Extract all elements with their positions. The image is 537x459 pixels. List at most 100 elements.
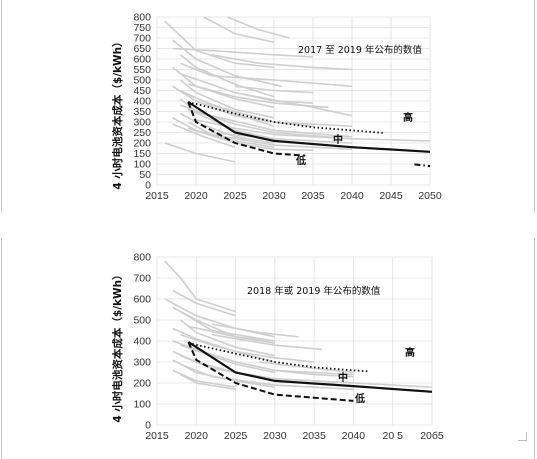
background-series-line	[172, 369, 236, 388]
highlight-series	[187, 101, 431, 168]
background-series	[164, 16, 431, 163]
background-series-line	[180, 104, 353, 138]
x-tick-label: 2015	[145, 430, 169, 442]
label-low: 低	[354, 392, 365, 405]
chart-annotation: 2017 至 2019 年公布的数值	[298, 44, 422, 56]
background-series-line	[180, 62, 353, 88]
y-tick-label: 400	[133, 96, 151, 108]
y-tick-label: 350	[133, 106, 151, 118]
label-high: 高	[403, 111, 413, 124]
label-mid: 中	[338, 371, 348, 384]
background-series-line	[180, 344, 276, 374]
x-tick-label: 2020	[184, 190, 208, 202]
background-series-line	[226, 16, 290, 39]
y-tick-label: 100	[133, 159, 151, 171]
background-series-line	[180, 333, 276, 363]
background-series-line	[172, 85, 353, 127]
highlight-series	[187, 341, 433, 402]
y-tick-labels: 0 100 200 300 400 500 600 700 800	[133, 252, 151, 432]
background-series-line	[164, 20, 275, 69]
background-series-line	[164, 260, 236, 313]
series-line	[187, 341, 354, 402]
y-tick-label: 800	[133, 12, 151, 24]
background-series-line	[203, 16, 275, 43]
series-line	[187, 101, 384, 134]
x-tick-labels: 2015 2020 2025 2030 2035 2040 20 5 20б5	[145, 430, 444, 442]
x-tick-labels: 2015 2020 2025 2030 2035 2040 2045 2050	[145, 190, 442, 202]
y-tick-label: 150	[133, 148, 151, 160]
x-tick-label: 2030	[263, 430, 287, 442]
x-tick-label: 2025	[223, 190, 247, 202]
background-series-line	[211, 333, 323, 351]
background-series-line	[211, 323, 299, 338]
y-tick-label: 50	[139, 169, 151, 181]
series-line	[187, 101, 306, 157]
background-series-line	[180, 310, 276, 342]
background-series-line	[259, 361, 354, 374]
background-series-line	[234, 91, 353, 117]
background-series-line	[188, 325, 275, 342]
frame-right-bottom	[534, 238, 535, 459]
grid-lines	[156, 256, 433, 426]
y-tick-label: 400	[133, 336, 151, 348]
x-tick-label: 2045	[379, 190, 403, 202]
series-line	[414, 163, 431, 168]
y-tick-label: 100	[133, 399, 151, 411]
background-series-line	[187, 121, 353, 151]
y-tick-label: 0	[145, 180, 151, 192]
background-series-line	[172, 66, 275, 109]
x-tick-label: 2050	[418, 190, 442, 202]
y-axis-label: 4 小时电池资本成本（$/kWh）	[111, 36, 124, 189]
frame-left-top	[1, 0, 2, 212]
background-series-line	[211, 54, 353, 71]
y-tick-label: 200	[133, 138, 151, 150]
x-tick-label: 2040	[342, 430, 366, 442]
chart-top: 0501001502002503003504004505005506006507…	[111, 12, 442, 203]
background-series-line	[180, 112, 275, 144]
y-axis-label: 4 小时电池资本成本（$/kWh）	[111, 269, 124, 422]
series-line	[187, 341, 433, 393]
background-series-line	[179, 79, 275, 119]
background-series-line	[172, 47, 314, 58]
background-series-line	[187, 108, 275, 140]
y-tick-label: 250	[133, 127, 151, 139]
background-series-line	[211, 131, 353, 144]
y-tick-label: 500	[133, 315, 151, 327]
y-tick-label: 500	[133, 75, 151, 87]
y-tick-label: 800	[133, 252, 151, 264]
y-tick-label: 450	[133, 85, 151, 97]
background-series-line	[187, 127, 314, 152]
y-tick-label: 650	[133, 43, 151, 55]
x-tick-label: 2035	[301, 190, 325, 202]
chart-annotation: 2018 年或 2019 年公布的数值	[247, 285, 381, 297]
x-tick-label: 2015	[145, 190, 169, 202]
x-tick-label: 2030	[262, 190, 286, 202]
x-tick-label: 2035	[302, 430, 326, 442]
y-tick-label: 300	[133, 357, 151, 369]
background-series-line	[180, 373, 236, 391]
x-tick-label: 2020	[185, 430, 209, 442]
x-tick-label: 2025	[224, 430, 248, 442]
background-series-line	[172, 123, 236, 148]
y-tick-label: 300	[133, 117, 151, 129]
y-tick-label: 600	[133, 294, 151, 306]
y-tick-label: 700	[133, 273, 151, 285]
background-series-line	[234, 85, 314, 94]
x-tick-label: 20 5	[382, 430, 403, 442]
y-tick-label: 550	[133, 64, 151, 76]
background-series-line	[164, 142, 236, 163]
y-tick-label: 0	[145, 420, 151, 432]
background-series-line	[180, 363, 354, 391]
x-tick-label: 20б5	[420, 430, 444, 442]
y-tick-label: 700	[133, 33, 151, 45]
y-tick-label: 200	[133, 378, 151, 390]
frame-left-bottom	[1, 238, 2, 459]
background-series-line	[195, 119, 431, 142]
y-tick-label: 600	[133, 54, 151, 66]
background-series-line	[274, 378, 433, 388]
label-mid: 中	[333, 133, 343, 146]
background-series-line	[172, 289, 236, 317]
background-series-line	[235, 361, 354, 378]
